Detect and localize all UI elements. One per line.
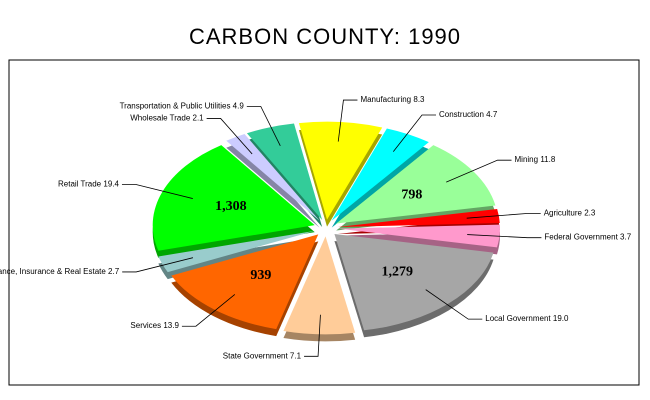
value-label: 19.4 (103, 180, 119, 189)
category-name: Mining (515, 155, 539, 164)
leader-line (206, 118, 253, 155)
category-name: Local Government (485, 314, 551, 323)
value-label: 3.7 (620, 233, 632, 242)
slice-label: Wholesale Trade 2.1 (130, 114, 204, 123)
slice-value: 798 (401, 187, 422, 202)
leader-line (467, 234, 542, 239)
leader-line (122, 257, 194, 273)
slice (331, 128, 429, 221)
slice (336, 145, 496, 224)
slice-label: Retail Trade 19.4 (58, 180, 119, 189)
slice-value: 939 (250, 268, 271, 283)
leader-line (337, 99, 358, 142)
value-label: 19.0 (553, 314, 569, 323)
slice-side (226, 141, 320, 228)
slice (226, 134, 320, 221)
category-name: Retail Trade (58, 180, 102, 189)
value-label: 11.8 (540, 155, 556, 164)
slice-label: Agriculture 2.3 (544, 209, 596, 218)
value-label: 13.9 (163, 321, 179, 330)
plot-frame (8, 59, 640, 386)
slice (283, 236, 356, 335)
category-name: Manufacturing (360, 95, 411, 104)
value-label: 7.1 (290, 351, 302, 360)
category-name: Agriculture (544, 209, 583, 218)
slice (334, 233, 494, 331)
leader-line (446, 159, 512, 183)
value-label: 8.3 (413, 95, 425, 104)
slice-label: Construction 4.7 (439, 110, 498, 119)
category-name: Finance, Insurance & Real Estate (0, 267, 106, 276)
leader-line (466, 213, 541, 219)
chart-title: CARBON COUNTY: 1990 (189, 24, 461, 49)
category-name: State Government (223, 351, 289, 360)
category-name: Services (130, 321, 161, 330)
leader-line (425, 289, 483, 320)
slice-label: Transportation & Public Utilities 4.9 (120, 102, 245, 111)
slice-label: Manufacturing 8.3 (360, 95, 425, 104)
slice-label: Local Government 19.0 (485, 314, 569, 323)
slice (246, 123, 323, 221)
slice-label: Federal Government 3.7 (544, 233, 631, 242)
slice-label: Finance, Insurance & Real Estate 2.7 (0, 267, 120, 276)
value-label: 2.3 (584, 209, 596, 218)
leader-line (181, 294, 236, 327)
value-label: 4.7 (486, 110, 498, 119)
category-name: Transportation & Public Utilities (120, 102, 231, 111)
category-name: Construction (439, 110, 484, 119)
leader-line (246, 106, 281, 147)
slice-label: Mining 11.8 (515, 155, 556, 164)
leader-line (121, 184, 193, 199)
slice-value: 1,308 (215, 199, 247, 214)
category-name: Federal Government (544, 233, 618, 242)
category-name: Wholesale Trade (130, 114, 191, 123)
slice (337, 224, 500, 248)
slice (158, 230, 315, 273)
slice (298, 121, 383, 220)
leader-line (304, 314, 321, 357)
value-label: 2.7 (108, 267, 120, 276)
slice-value: 1,279 (381, 264, 413, 279)
slice-label: State Government 7.1 (223, 351, 302, 360)
value-label: 4.9 (233, 102, 245, 111)
slice (171, 234, 319, 330)
slice (152, 145, 315, 251)
leader-line (392, 114, 437, 152)
value-label: 2.1 (193, 114, 205, 123)
slice (337, 208, 500, 228)
slice-label: Services 13.9 (130, 321, 179, 330)
